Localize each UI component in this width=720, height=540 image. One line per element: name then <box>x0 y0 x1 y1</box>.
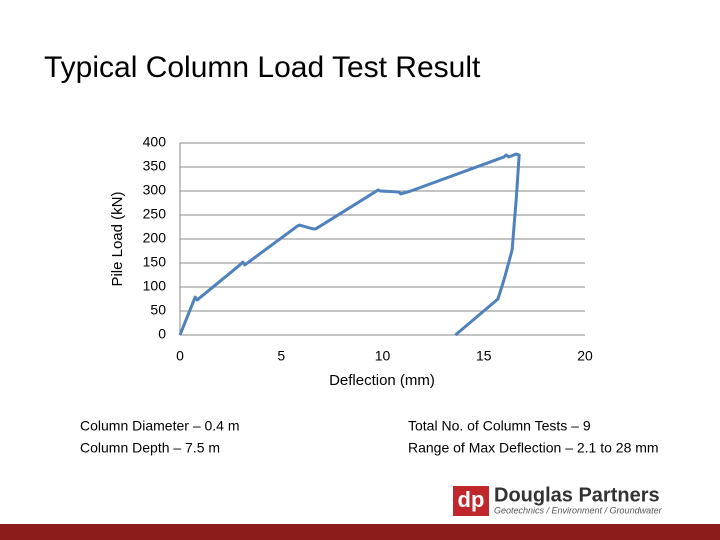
y-tick-label: 200 <box>143 230 167 246</box>
footer-bar <box>0 524 720 540</box>
note: Column Depth – 7.5 m <box>80 440 220 456</box>
y-tick-label: 100 <box>143 278 167 294</box>
x-tick-label: 15 <box>476 348 492 364</box>
data-line <box>178 152 521 337</box>
x-tick-label: 5 <box>277 348 285 364</box>
x-tick-label: 20 <box>577 348 593 364</box>
logo: dp Douglas Partners Geotechnics / Enviro… <box>453 484 663 516</box>
y-tick-label: 350 <box>143 158 167 174</box>
logo-glyph: dp <box>458 487 485 512</box>
logo-name: Douglas Partners <box>494 484 660 506</box>
y-tick-label: 250 <box>143 206 167 222</box>
note: Range of Max Deflection – 2.1 to 28 mm <box>408 440 659 456</box>
logo-icon <box>453 486 489 516</box>
y-tick-label: 300 <box>143 182 167 198</box>
x-axis-label: Deflection (mm) <box>329 372 435 389</box>
logo-tagline: Geotechnics / Environment / Groundwater <box>494 505 663 515</box>
slide-title: Typical Column Load Test Result <box>44 51 481 84</box>
note: Total No. of Column Tests – 9 <box>408 418 591 434</box>
y-tick-label: 50 <box>150 302 166 318</box>
y-tick-label: 0 <box>158 326 166 342</box>
note: Column Diameter – 0.4 m <box>80 418 240 434</box>
y-tick-label: 150 <box>143 254 167 270</box>
x-tick-label: 10 <box>375 348 391 364</box>
y-axis-label: Pile Load (kN) <box>109 191 126 286</box>
x-tick-label: 0 <box>176 348 184 364</box>
chart: 0 50 100 150 200 250 300 350 400 0 5 10 15 20 Deflecti… <box>109 134 593 389</box>
y-tick-label: 400 <box>143 134 167 150</box>
